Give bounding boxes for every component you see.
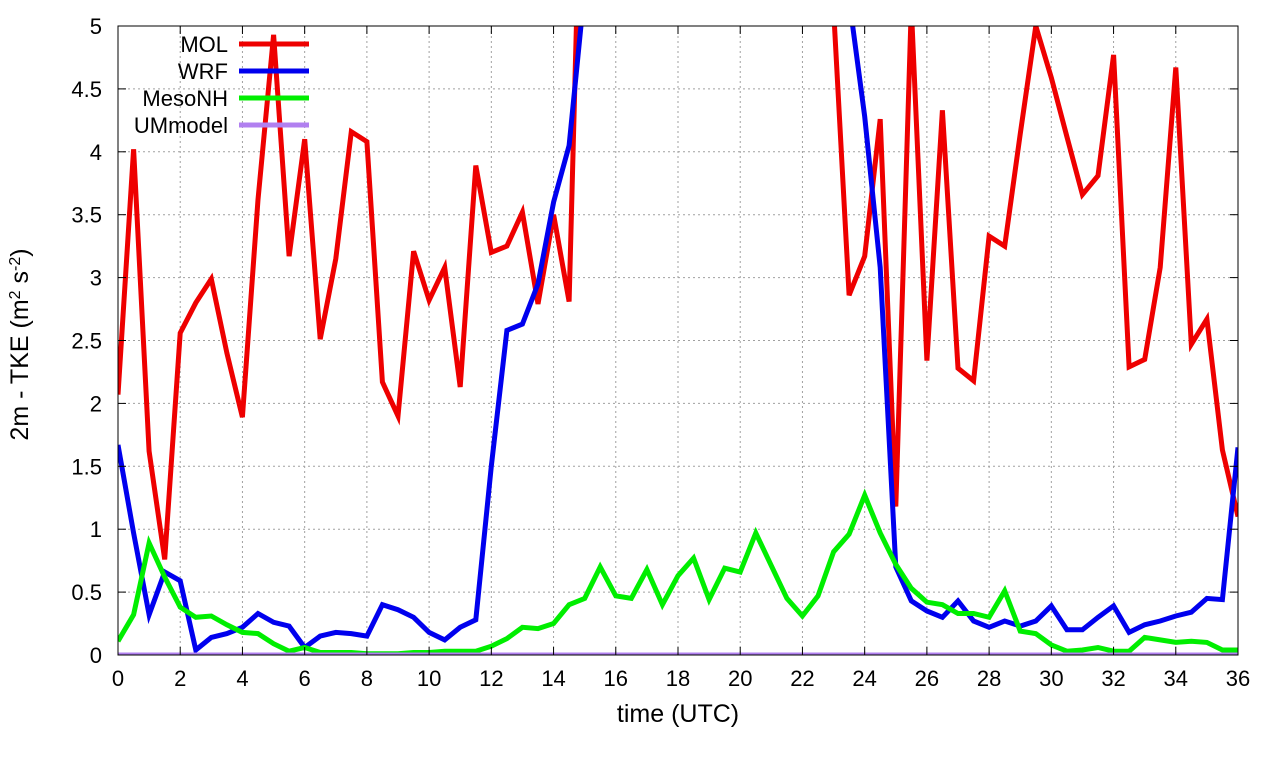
x-tick-label: 28 — [977, 666, 1001, 691]
x-tick-label: 30 — [1039, 666, 1063, 691]
x-tick-label: 36 — [1226, 666, 1250, 691]
series-line-mol — [118, 26, 579, 560]
y-tick-label: 3 — [90, 266, 102, 291]
legend-label-mesonh: MesoNH — [142, 86, 228, 111]
x-tick-label: 32 — [1101, 666, 1125, 691]
x-tick-label: 18 — [666, 666, 690, 691]
x-tick-label: 4 — [236, 666, 248, 691]
ticks: 0 2 4 6 8 10 12 14 16 18 20 22 24 26 28 30 32 34 3600.511.… — [71, 14, 1250, 691]
y-axis-title-sup2: -2 — [7, 257, 24, 271]
series-line-wrf — [850, 26, 1238, 636]
legend-label-ummodel: UMmodel — [134, 113, 228, 138]
x-tick-label: 20 — [728, 666, 752, 691]
y-tick-label: 5 — [90, 14, 102, 39]
y-axis-title: 2m - TKE (m2 s-2) — [6, 248, 34, 440]
x-tick-label: 34 — [1164, 666, 1188, 691]
legend-label-mol: MOL — [180, 32, 228, 57]
x-tick-label: 16 — [604, 666, 628, 691]
x-tick-label: 6 — [299, 666, 311, 691]
y-tick-label: 1 — [90, 517, 102, 542]
x-tick-label: 14 — [541, 666, 565, 691]
x-tick-label: 8 — [361, 666, 373, 691]
x-tick-label: 0 — [112, 666, 124, 691]
y-tick-label: 4.5 — [71, 77, 102, 102]
x-tick-label: 2 — [174, 666, 186, 691]
series-line-mol — [831, 26, 1238, 518]
y-tick-label: 1.5 — [71, 454, 102, 479]
x-tick-label: 24 — [852, 666, 876, 691]
y-tick-label: 2 — [90, 391, 102, 416]
y-tick-label: 0 — [90, 643, 102, 668]
y-axis-title-suffix: ) — [6, 248, 34, 256]
grid — [118, 26, 1238, 655]
x-axis-title: time (UTC) — [617, 700, 739, 728]
x-tick-label: 12 — [479, 666, 503, 691]
x-tick-label: 26 — [915, 666, 939, 691]
x-tick-label: 10 — [417, 666, 441, 691]
y-axis-title-sup1: 2 — [7, 290, 24, 299]
y-tick-label: 4 — [90, 140, 102, 165]
series-line-wrf — [118, 26, 584, 655]
y-axis-title-prefix: 2m - TKE (m — [6, 299, 34, 440]
y-tick-label: 0.5 — [71, 580, 102, 605]
x-tick-label: 22 — [790, 666, 814, 691]
y-tick-label: 3.5 — [71, 203, 102, 228]
legend-label-wrf: WRF — [178, 59, 228, 84]
y-axis-title-mid: s — [6, 271, 34, 290]
y-tick-label: 2.5 — [71, 329, 102, 354]
